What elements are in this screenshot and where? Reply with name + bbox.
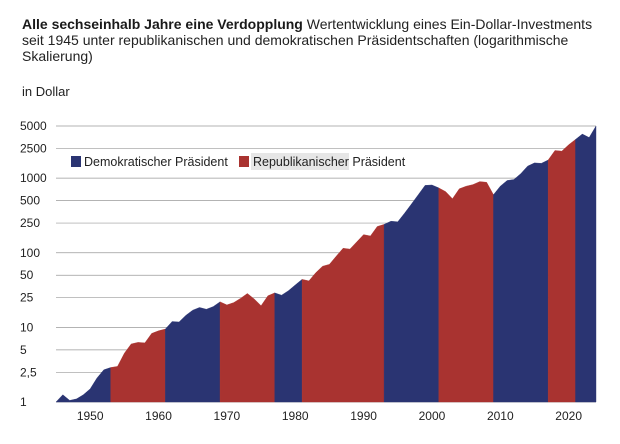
period-area-1993 — [383, 184, 439, 403]
period-area-2021 — [575, 125, 597, 403]
x-tick-label: 1980 — [282, 409, 309, 423]
y-axis-ticks: 1 2,5 5 10 25 50 100 250 500 1000 2500 5000 — [20, 119, 47, 409]
chart-title: Alle sechseinhalb Jahre eine Verdopplung — [22, 16, 303, 32]
legend: Demokratischer Präsident Republikanischer… — [71, 153, 406, 170]
y-tick-label: 5000 — [20, 119, 47, 133]
chart-subtitle: Wertentwicklung eines Ein-Dollar-Investm… — [22, 16, 593, 64]
unit-label: in Dollar — [22, 84, 70, 99]
period-area-1981 — [301, 224, 385, 403]
period-area-1945 — [55, 367, 111, 403]
legend-label: Republikanischer Präsident — [253, 155, 406, 169]
y-tick-label: 25 — [20, 291, 34, 305]
legend-label-highlight — [251, 153, 349, 170]
x-tick-label: 2020 — [555, 409, 582, 423]
legend-swatch — [239, 156, 249, 167]
period-area-2009 — [493, 159, 549, 403]
period-area-1969 — [219, 292, 275, 403]
x-tick-label: 2010 — [487, 409, 514, 423]
y-tick-label: 2,5 — [20, 365, 37, 379]
period-area-1961 — [165, 301, 221, 403]
x-tick-label: 1960 — [145, 409, 172, 423]
period-area-1953 — [110, 328, 166, 403]
y-tick-label: 5 — [20, 343, 27, 357]
y-tick-label: 1 — [20, 395, 27, 409]
y-tick-label: 10 — [20, 320, 34, 334]
period-area-2001 — [438, 181, 494, 403]
x-axis-ticks: 1950 1960 1970 1980 1990 2000 2010 2020 — [77, 409, 583, 423]
legend-label: Demokratischer Präsident — [84, 155, 228, 169]
legend-swatch — [71, 156, 81, 167]
y-tick-label: 250 — [20, 216, 40, 230]
chart-header: Alle sechseinhalb Jahre eine Verdopplung… — [22, 16, 597, 64]
y-tick-label: 1000 — [20, 171, 47, 185]
y-tick-label: 50 — [20, 268, 34, 282]
x-tick-label: 1970 — [214, 409, 241, 423]
x-tick-label: 1950 — [77, 409, 104, 423]
x-tick-label: 1990 — [350, 409, 377, 423]
party-areas — [55, 125, 597, 403]
y-tick-label: 2500 — [20, 141, 47, 155]
y-tick-label: 100 — [20, 246, 40, 260]
period-area-1977 — [274, 278, 303, 403]
x-tick-label: 2000 — [419, 409, 446, 423]
period-area-2017 — [547, 139, 576, 403]
y-tick-label: 500 — [20, 194, 40, 208]
